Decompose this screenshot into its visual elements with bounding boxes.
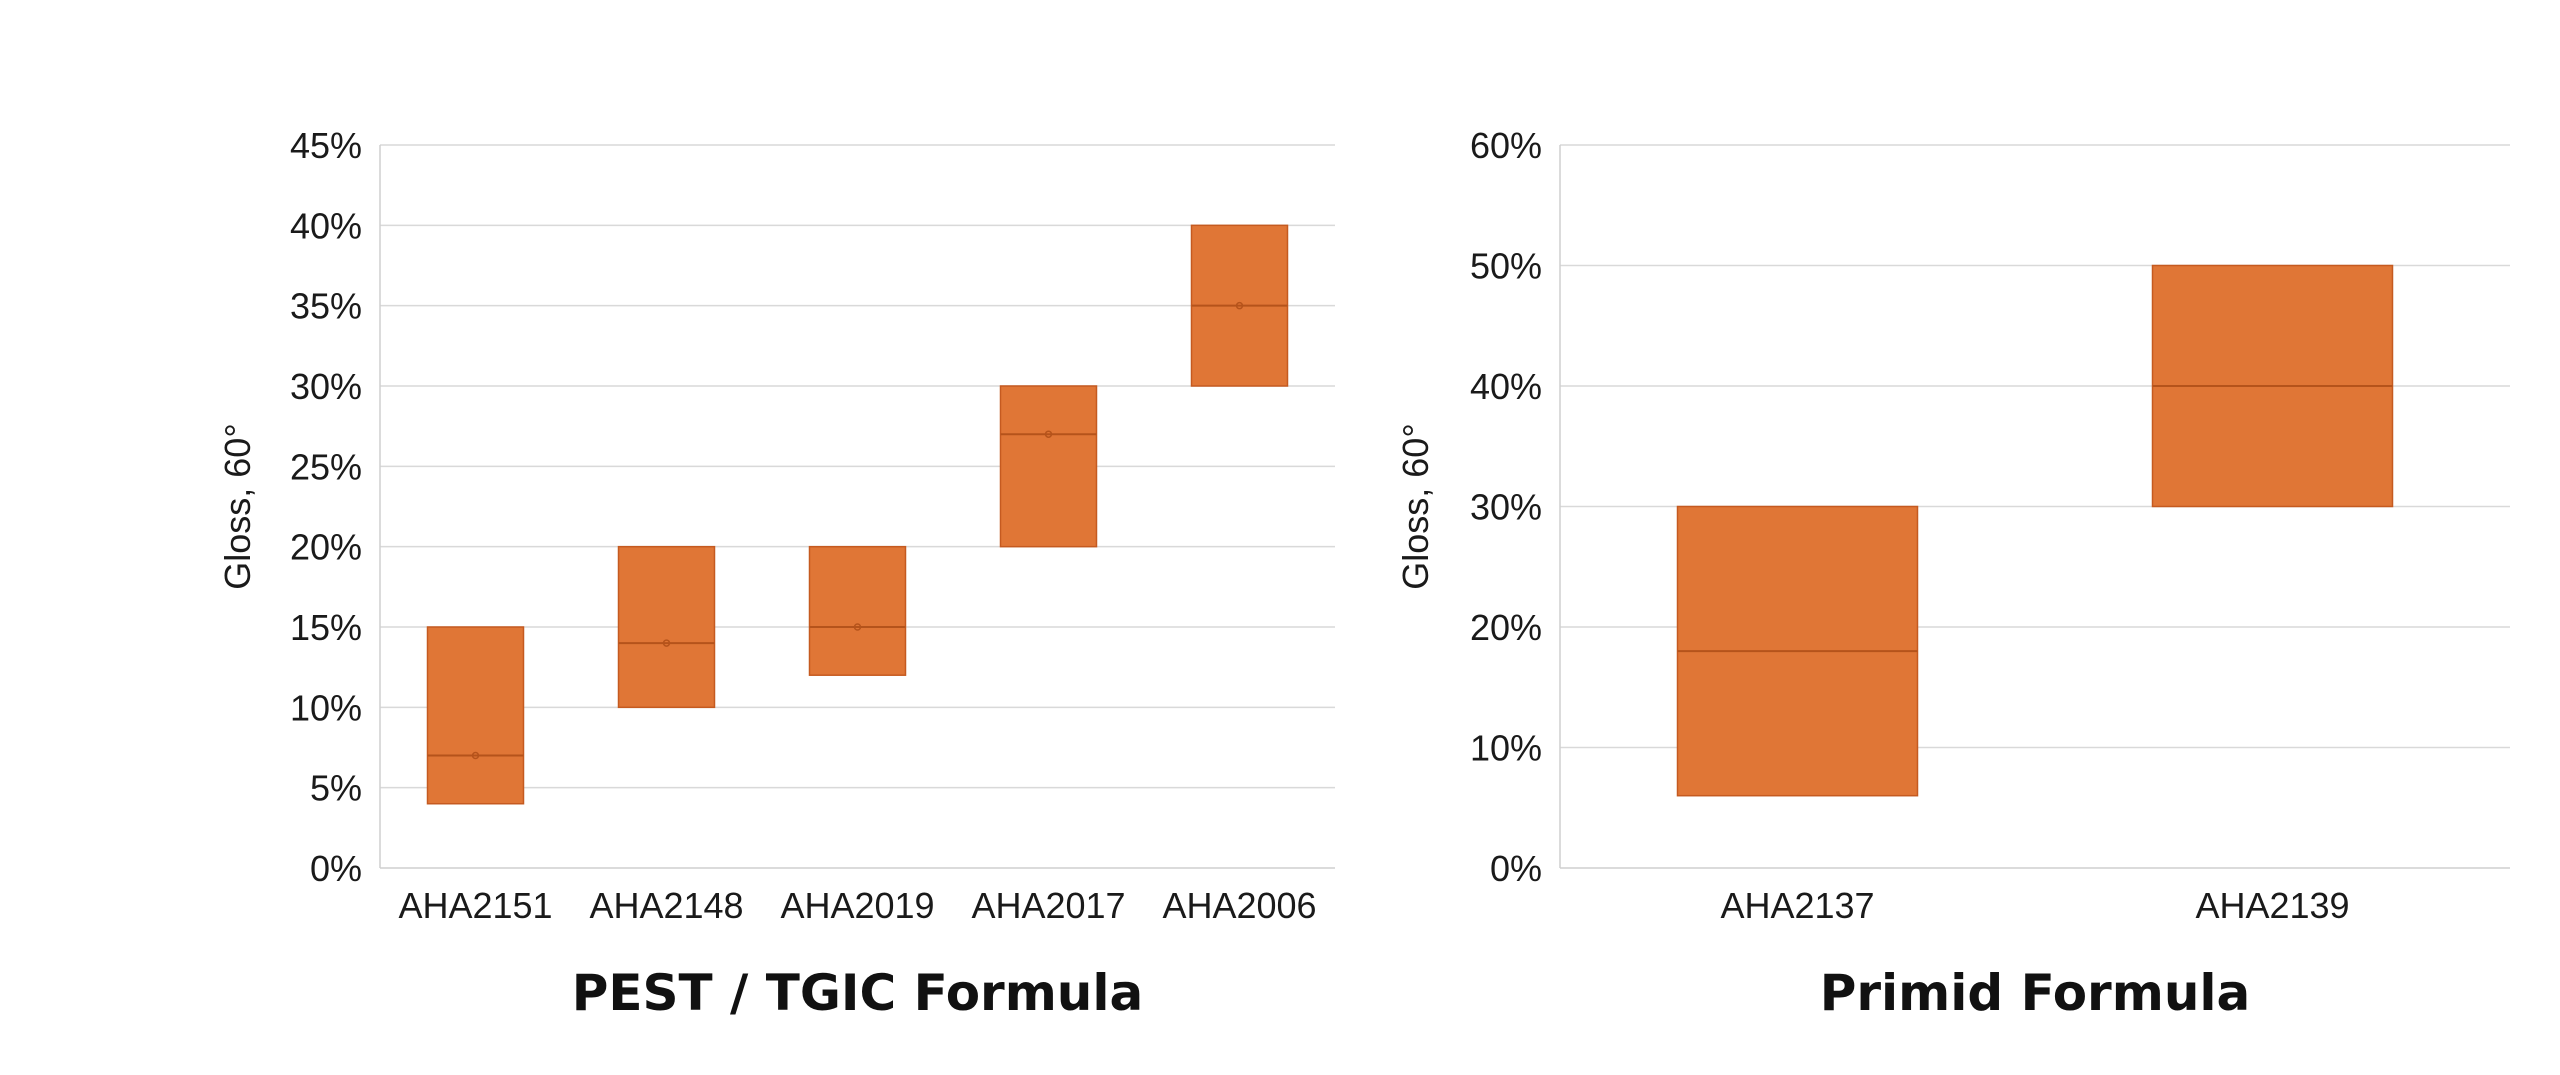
y-tick-label: 35% — [290, 286, 362, 327]
x-tick-label: AHA2017 — [971, 885, 1125, 926]
y-tick-label: 20% — [1470, 607, 1542, 648]
mean-marker — [1044, 430, 1053, 438]
mean-marker — [471, 751, 480, 760]
y-tick-label: 25% — [290, 446, 362, 487]
y-tick-label: 50% — [1470, 246, 1542, 287]
mean-marker — [1235, 301, 1244, 310]
y-tick-label: 0% — [310, 848, 362, 889]
box-aha2017 — [999, 385, 1098, 548]
y-tick-label: 5% — [310, 768, 362, 809]
y-axis-label: Gloss, 60° — [1395, 423, 1436, 589]
y-tick-label: 30% — [1470, 487, 1542, 528]
x-tick-label: AHA2019 — [780, 885, 934, 926]
x-tick-label: AHA2151 — [398, 885, 552, 926]
chart-subtitle: Primid Formula — [1820, 964, 2251, 1022]
x-tick-label: AHA2148 — [589, 885, 743, 926]
x-tick-label: AHA2137 — [1720, 885, 1874, 926]
mean-marker — [853, 623, 862, 631]
y-tick-label: 15% — [290, 607, 362, 648]
y-tick-label: 30% — [290, 366, 362, 407]
y-tick-label: 10% — [290, 687, 362, 728]
y-tick-label: 0% — [1490, 848, 1542, 889]
x-tick-label: AHA2006 — [1162, 885, 1316, 926]
y-tick-label: 45% — [290, 125, 362, 166]
y-tick-label: 20% — [290, 527, 362, 568]
box-aha2151 — [426, 626, 525, 805]
y-tick-label: 40% — [290, 205, 362, 246]
box-aha2019 — [808, 545, 907, 676]
y-tick-label: 60% — [1470, 125, 1542, 166]
chart-primid: 0% 10% 20% 30% 40% 50% 60% AHA2137 AHA2139 Gloss,… — [1395, 125, 2510, 1022]
box-aha2148 — [617, 545, 716, 709]
mean-marker — [662, 639, 671, 647]
chart-pest-tgic: 0% 5% 10% 15% 20% 25% 30% 35% 40% 45% AHA2151 AHA21… — [217, 125, 1335, 1022]
x-tick-label: AHA2139 — [2195, 885, 2349, 926]
y-axis-label: Gloss, 60° — [217, 423, 258, 589]
y-tick-label: 40% — [1470, 366, 1542, 407]
chart-subtitle: PEST / TGIC Formula — [572, 964, 1144, 1022]
y-tick-label: 10% — [1470, 728, 1542, 769]
